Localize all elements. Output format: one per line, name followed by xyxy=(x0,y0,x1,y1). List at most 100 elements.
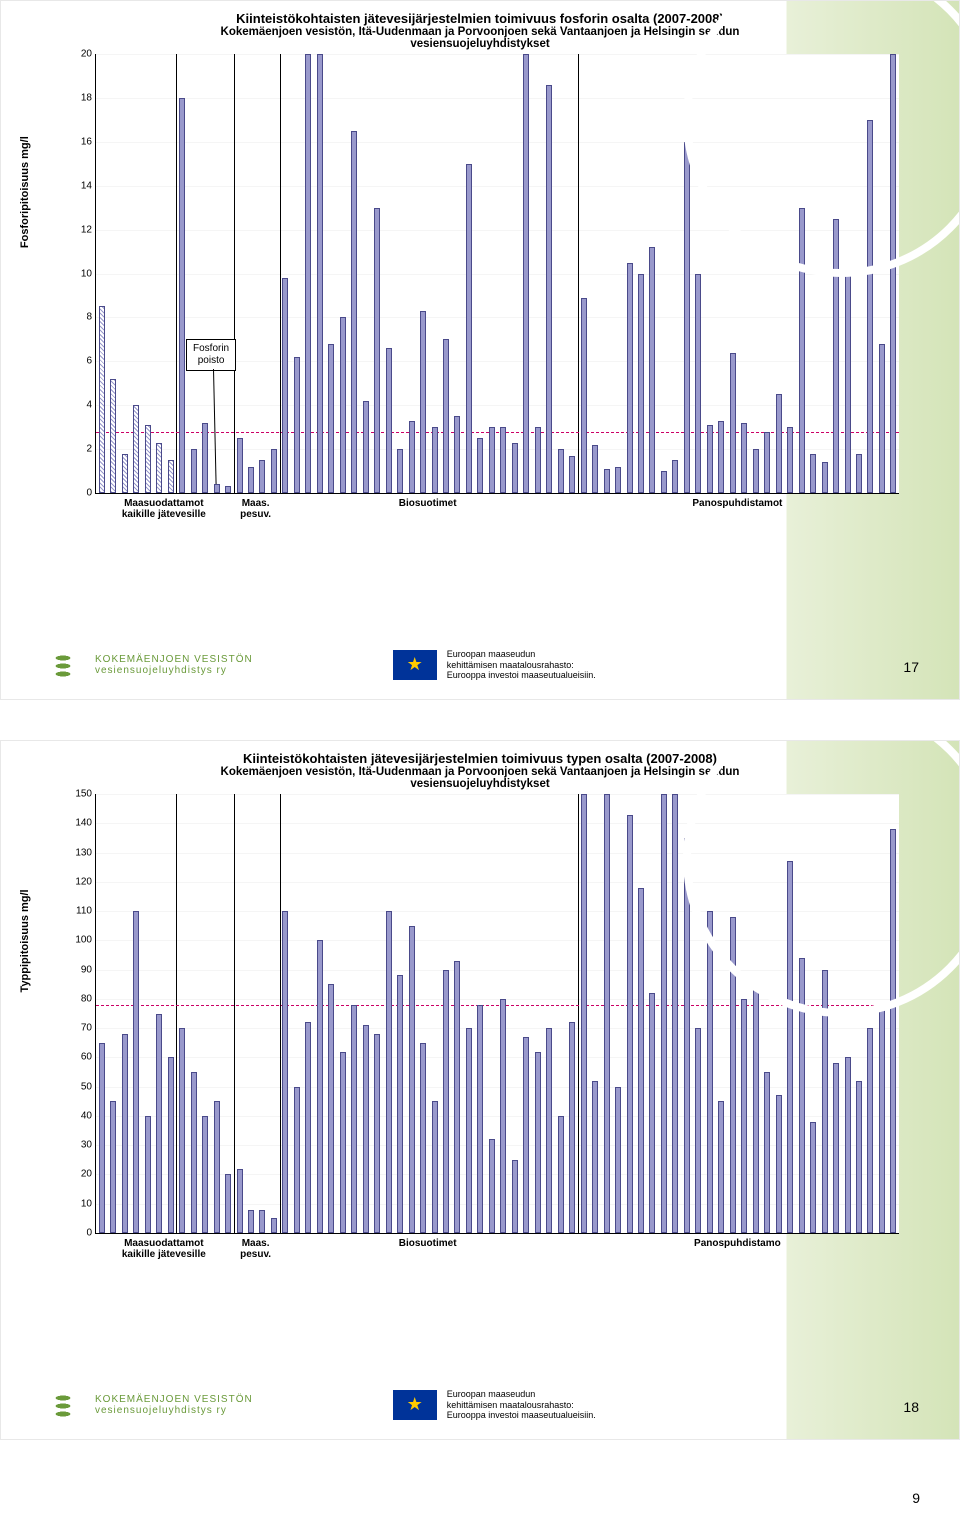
y-tick: 0 xyxy=(70,488,92,499)
bar xyxy=(718,421,724,493)
slide2-page-number: 18 xyxy=(903,1399,919,1415)
bar xyxy=(569,456,575,493)
bar xyxy=(409,926,415,1233)
bar xyxy=(317,940,323,1233)
bar xyxy=(845,1057,851,1233)
bar xyxy=(248,1210,254,1233)
bar xyxy=(179,1028,185,1233)
x-group-label: Maasuodattamotkaikille jätevesille xyxy=(95,1238,233,1260)
bar xyxy=(558,449,564,493)
bar xyxy=(718,1101,724,1233)
chart2-title-block: Kiinteistökohtaisten jätevesijärjestelmi… xyxy=(1,741,959,794)
bar xyxy=(397,449,403,493)
bar xyxy=(363,1025,369,1233)
y-tick: 18 xyxy=(70,92,92,103)
eu-text: Euroopan maaseudun kehittämisen maatalou… xyxy=(447,1389,596,1421)
y-tick: 110 xyxy=(70,906,92,917)
bar xyxy=(867,120,873,493)
bar xyxy=(833,219,839,493)
x-group-label: Maas.pesuv. xyxy=(233,498,279,520)
bar xyxy=(409,421,415,493)
bar xyxy=(214,1101,220,1233)
x-group-label: Maas.pesuv. xyxy=(233,1238,279,1260)
bar xyxy=(477,438,483,493)
y-tick: 70 xyxy=(70,1023,92,1034)
wave-icon xyxy=(41,650,85,680)
eu-block: ★ Euroopan maaseudun kehittämisen maatal… xyxy=(393,649,596,681)
bar xyxy=(191,449,197,493)
bar xyxy=(179,98,185,493)
eu-line1: Euroopan maaseudun xyxy=(447,1389,596,1400)
chart1-area: Fosforipitoisuus mg/l 02468101214161820F… xyxy=(71,54,899,554)
bar xyxy=(776,394,782,493)
eu-flag-icon: ★ xyxy=(393,650,437,680)
eu-flag-icon: ★ xyxy=(393,1390,437,1420)
eu-block: ★ Euroopan maaseudun kehittämisen maatal… xyxy=(393,1389,596,1421)
chart2-ylabel: Typpipitoisuus mg/l xyxy=(19,889,31,992)
bar xyxy=(317,54,323,493)
bar xyxy=(466,164,472,493)
bar xyxy=(558,1116,564,1233)
bar xyxy=(294,357,300,493)
bar xyxy=(661,471,667,493)
bar xyxy=(730,917,736,1233)
bar xyxy=(867,1028,873,1233)
chart1-title-block: Kiinteistökohtaisten jätevesijärjestelmi… xyxy=(1,1,959,54)
bar xyxy=(684,142,690,493)
bar xyxy=(672,460,678,493)
bar xyxy=(443,970,449,1233)
bar xyxy=(294,1087,300,1233)
bar xyxy=(627,263,633,493)
bar xyxy=(581,298,587,493)
bar xyxy=(764,432,770,493)
bar xyxy=(627,815,633,1234)
bar xyxy=(168,460,174,493)
slide-nitrogen: Kiinteistökohtaisten jätevesijärjestelmi… xyxy=(0,740,960,1440)
chart2-xlabels: Maasuodattamotkaikille jätevesilleMaas.p… xyxy=(95,1238,899,1274)
y-tick: 8 xyxy=(70,312,92,323)
bar xyxy=(787,861,793,1233)
x-group-label: Maasuodattamotkaikille jätevesille xyxy=(95,498,233,520)
chart2-area: Typpipitoisuus mg/l 01020304050607080901… xyxy=(71,794,899,1294)
group-divider xyxy=(280,794,281,1233)
bar xyxy=(466,1028,472,1233)
slide2-footer: KOKEMÄENJOEN VESISTÖN vesiensuojeluyhdis… xyxy=(1,1381,959,1429)
y-tick: 40 xyxy=(70,1110,92,1121)
bar xyxy=(741,999,747,1233)
bar xyxy=(845,274,851,494)
bar xyxy=(305,54,311,493)
bar xyxy=(386,348,392,493)
chart1-title: Kiinteistökohtaisten jätevesijärjestelmi… xyxy=(121,11,839,26)
bar xyxy=(168,1057,174,1233)
bar xyxy=(604,794,610,1233)
bar xyxy=(879,344,885,493)
y-tick: 150 xyxy=(70,789,92,800)
y-tick: 80 xyxy=(70,993,92,1004)
group-divider xyxy=(280,54,281,493)
bar xyxy=(707,425,713,493)
bar xyxy=(535,1052,541,1233)
bar xyxy=(282,278,288,493)
bar xyxy=(638,274,644,494)
eu-line3: Eurooppa investoi maaseutualueisiin. xyxy=(447,670,596,681)
bar xyxy=(604,469,610,493)
bar xyxy=(581,794,587,1233)
bar xyxy=(695,1028,701,1233)
eu-line3: Eurooppa investoi maaseutualueisiin. xyxy=(447,1410,596,1421)
bar xyxy=(546,1028,552,1233)
y-tick: 20 xyxy=(70,1169,92,1180)
bar xyxy=(753,987,759,1233)
bar xyxy=(649,993,655,1233)
bar xyxy=(569,1022,575,1233)
bar xyxy=(856,1081,862,1233)
slide-phosphorus: Kiinteistökohtaisten jätevesijärjestelmi… xyxy=(0,0,960,700)
bar xyxy=(535,427,541,493)
bar xyxy=(374,1034,380,1233)
group-divider xyxy=(578,54,579,493)
slide1-footer: KOKEMÄENJOEN VESISTÖN vesiensuojeluyhdis… xyxy=(1,641,959,689)
y-tick: 90 xyxy=(70,964,92,975)
y-tick: 2 xyxy=(70,444,92,455)
callout-box: Fosforinpoisto xyxy=(186,339,236,371)
bar xyxy=(156,1014,162,1234)
bar xyxy=(420,1043,426,1233)
